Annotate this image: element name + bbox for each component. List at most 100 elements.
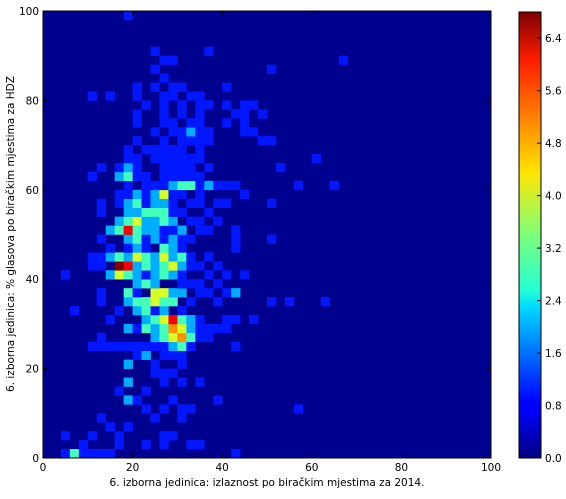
heatmap-cell	[204, 225, 214, 235]
heatmap-cell	[204, 288, 214, 298]
heatmap-cell	[159, 314, 169, 325]
heatmap-cell	[159, 306, 169, 316]
heatmap-cell	[204, 270, 214, 280]
heatmap-cell	[177, 288, 187, 298]
heatmap-cell	[168, 261, 178, 271]
heatmap-cell	[240, 118, 250, 128]
heatmap-cell	[78, 449, 89, 459]
heatmap-cell	[150, 46, 160, 56]
heatmap-cell	[177, 270, 187, 280]
heatmap-cell	[177, 359, 187, 369]
heatmap-cell	[186, 216, 196, 226]
heatmap-cell	[105, 449, 115, 459]
heatmap-cell	[105, 252, 115, 262]
colorbar-tick-label: 1.6	[545, 348, 562, 360]
heatmap-cell	[132, 270, 142, 280]
heatmap-cell	[240, 100, 250, 110]
heatmap-cell	[105, 91, 115, 101]
heatmap-cell	[231, 234, 241, 244]
heatmap-cell	[320, 297, 331, 307]
heatmap-cell	[96, 261, 107, 271]
heatmap-cell	[123, 189, 133, 200]
heatmap-cell	[78, 440, 89, 450]
heatmap-cell	[168, 252, 178, 262]
heatmap-cell	[114, 162, 124, 173]
heatmap-cell	[141, 207, 151, 217]
heatmap-cell	[123, 234, 133, 244]
heatmap-cell	[105, 225, 115, 235]
heatmap-cell	[159, 368, 169, 378]
heatmap-cell	[150, 288, 160, 298]
heatmap-cell	[177, 252, 187, 262]
heatmap-cell	[114, 306, 124, 316]
heatmap-cell	[168, 234, 178, 244]
heatmap-cell	[132, 350, 142, 360]
heatmap-cell	[195, 91, 205, 101]
heatmap-cell	[204, 162, 214, 173]
y-tick-label: 0	[32, 453, 39, 465]
heatmap-cell	[87, 431, 98, 441]
heatmap-cell	[159, 350, 169, 360]
heatmap-cell	[168, 395, 178, 405]
heatmap-cell	[123, 261, 133, 271]
heatmap-cell	[87, 171, 98, 182]
heatmap-cell	[186, 127, 196, 137]
heatmap-cell	[141, 306, 151, 316]
heatmap-cell	[105, 314, 115, 325]
heatmap-cell	[249, 100, 259, 110]
heatmap-cell	[213, 323, 223, 334]
heatmap-cell	[123, 154, 133, 164]
heatmap-cell	[123, 288, 133, 298]
heatmap-cell	[132, 189, 142, 200]
heatmap-cell	[159, 234, 169, 244]
heatmap-cell	[141, 323, 151, 334]
heatmap-cell	[204, 100, 214, 110]
heatmap-cell	[186, 297, 196, 307]
heatmap-cell	[177, 341, 187, 352]
x-tick-label: 40	[216, 462, 229, 474]
heatmap-cell	[186, 198, 196, 208]
heatmap-cell	[267, 198, 277, 208]
heatmap-cell	[186, 332, 196, 343]
heatmap-cell	[123, 422, 133, 432]
x-axis-label: 6. izborna jedinica: izlaznost po biračk…	[110, 477, 425, 489]
colorbar-tick-label: 4.0	[545, 191, 562, 203]
heatmap-cell	[132, 109, 142, 119]
heatmap-cell	[150, 189, 160, 200]
heatmap-cell	[60, 431, 71, 441]
heatmap-cell	[96, 449, 107, 459]
heatmap-cell	[177, 332, 187, 343]
heatmap-cell	[150, 323, 160, 334]
heatmap-cell	[96, 207, 107, 217]
heatmap-cell	[204, 332, 214, 343]
heatmap-cells	[60, 11, 348, 459]
heatmap-cell	[132, 136, 142, 146]
heatmap-cell	[69, 449, 80, 459]
heatmap-cell	[177, 162, 187, 173]
heatmap-cell	[267, 297, 277, 307]
heatmap-cell	[123, 297, 133, 307]
heatmap-cell	[123, 216, 133, 226]
colorbar-tick-label: 5.6	[545, 86, 562, 98]
heatmap-cell	[267, 64, 277, 74]
heatmap-cell	[204, 136, 214, 146]
heatmap-cell	[114, 431, 124, 441]
heatmap-cell	[150, 216, 160, 226]
heatmap-cell	[168, 171, 178, 182]
heatmap-cell	[177, 127, 187, 137]
heatmap-cell	[132, 395, 142, 405]
heatmap-cell	[222, 100, 232, 110]
heatmap-cell	[150, 314, 160, 325]
heatmap-cell	[159, 332, 169, 343]
heatmap-cell	[159, 440, 169, 450]
heatmap-cell	[177, 350, 187, 360]
heatmap-cell	[69, 306, 80, 316]
heatmap-cell	[177, 171, 187, 182]
heatmap-cell	[87, 261, 98, 271]
heatmap-cell	[150, 368, 160, 378]
y-tick-label: 40	[26, 274, 39, 286]
heatmap-cell	[168, 225, 178, 235]
heatmap-cell	[114, 198, 124, 208]
heatmap-cell	[114, 270, 124, 280]
heatmap-cell	[114, 189, 124, 200]
